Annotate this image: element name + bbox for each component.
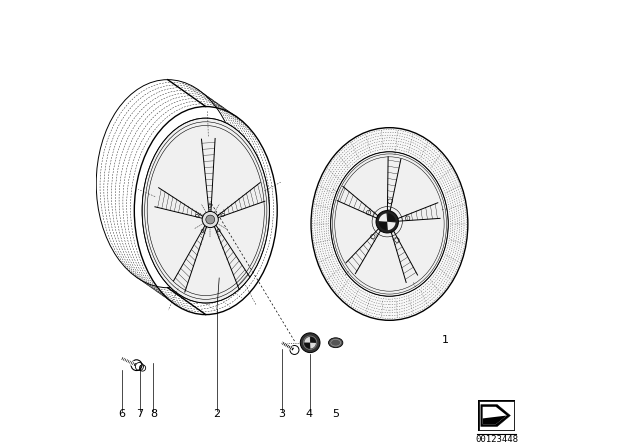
Ellipse shape — [328, 338, 343, 348]
Text: 00123448: 00123448 — [475, 435, 518, 444]
Polygon shape — [305, 343, 310, 349]
Polygon shape — [483, 407, 507, 424]
Ellipse shape — [142, 118, 269, 303]
Polygon shape — [310, 337, 316, 343]
Text: 3: 3 — [278, 409, 285, 419]
Text: 6: 6 — [118, 409, 125, 419]
Ellipse shape — [311, 128, 468, 320]
Text: 8: 8 — [150, 409, 157, 419]
Polygon shape — [310, 343, 316, 349]
Text: 2: 2 — [213, 409, 221, 419]
Circle shape — [376, 211, 398, 233]
Polygon shape — [481, 405, 511, 426]
Ellipse shape — [331, 152, 448, 296]
Bar — [479, 401, 514, 430]
Polygon shape — [379, 222, 387, 230]
Circle shape — [206, 215, 214, 224]
Text: 4: 4 — [305, 409, 312, 419]
Circle shape — [300, 333, 320, 353]
Polygon shape — [305, 337, 310, 343]
Polygon shape — [387, 222, 396, 230]
Polygon shape — [387, 213, 396, 222]
Circle shape — [202, 211, 218, 228]
Bar — [478, 400, 515, 431]
Polygon shape — [483, 416, 507, 424]
Text: 5: 5 — [332, 409, 339, 419]
Polygon shape — [379, 213, 387, 222]
Text: 7: 7 — [136, 409, 143, 419]
Text: 1: 1 — [442, 336, 449, 345]
